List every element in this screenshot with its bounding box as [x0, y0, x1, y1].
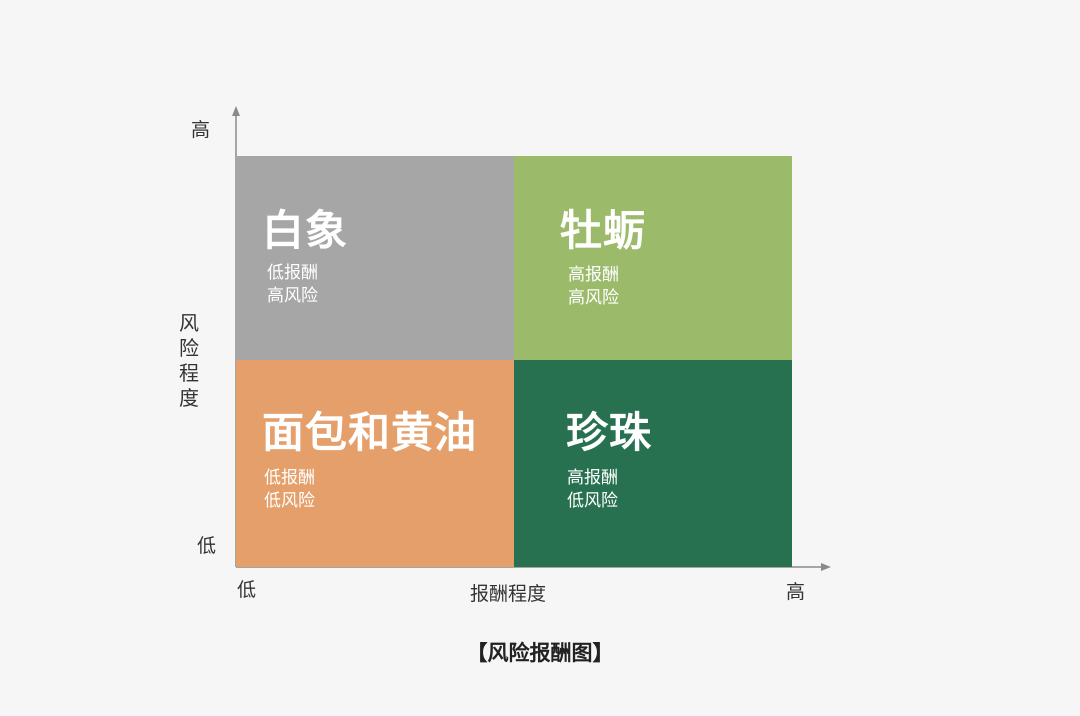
quadrant-oyster: 牡蛎 高报酬 高风险 [514, 156, 792, 360]
quadrant-title: 珍珠 [566, 408, 653, 457]
y-axis-arrow-icon [232, 106, 240, 116]
quadrant-description: 高报酬 高风险 [568, 264, 619, 310]
quadrant-title: 白象 [262, 206, 349, 255]
quadrant-pearl: 珍珠 高报酬 低风险 [514, 360, 792, 567]
y-axis-low-label: 低 [197, 535, 217, 557]
reward-text: 高报酬 [567, 468, 618, 488]
x-axis-high-label: 高 [786, 581, 806, 603]
quadrant-description: 低报酬 低风险 [264, 467, 315, 513]
risk-text: 低风险 [567, 491, 618, 511]
risk-text: 低风险 [264, 491, 315, 511]
reward-text: 低报酬 [264, 468, 315, 488]
quadrant-description: 高报酬 低风险 [567, 467, 618, 513]
reward-text: 高报酬 [568, 265, 619, 285]
risk-text: 高风险 [267, 286, 318, 306]
reward-text: 低报酬 [267, 263, 318, 283]
quadrant-white-elephant: 白象 低报酬 高风险 [236, 156, 514, 360]
x-axis-title: 报酬程度 [470, 583, 547, 605]
diagram-caption: 【风险报酬图】 [466, 641, 614, 665]
quadrant-title: 牡蛎 [560, 206, 647, 255]
y-axis-title: 风险程度 [179, 311, 199, 410]
x-axis-arrow-icon [821, 563, 831, 571]
x-axis-low-label: 低 [237, 579, 257, 601]
quadrant-bread-and-butter: 面包和黄油 低报酬 低风险 [236, 360, 514, 567]
quadrant-description: 低报酬 高风险 [267, 262, 318, 308]
risk-text: 高风险 [568, 288, 619, 308]
quadrant-title: 面包和黄油 [262, 408, 478, 457]
y-axis-high-label: 高 [191, 119, 211, 141]
